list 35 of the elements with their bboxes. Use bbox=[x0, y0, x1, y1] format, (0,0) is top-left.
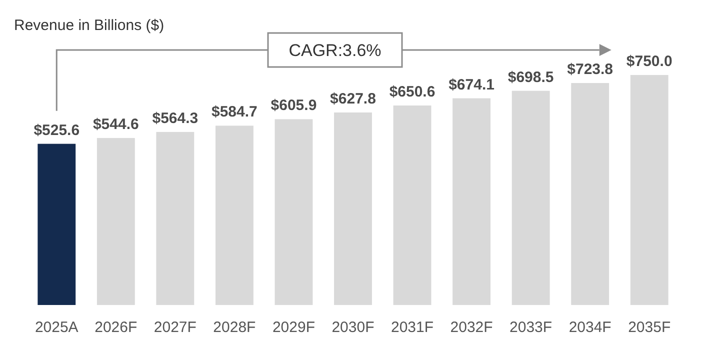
data-label: $584.7 bbox=[212, 104, 258, 121]
bar bbox=[334, 112, 372, 305]
data-label: $723.8 bbox=[567, 61, 614, 78]
bar bbox=[630, 75, 668, 305]
data-label: $698.5 bbox=[508, 68, 554, 86]
bar bbox=[96, 138, 135, 305]
data-label: $674.1 bbox=[448, 76, 494, 94]
bar bbox=[512, 90, 550, 305]
data-label: $627.8 bbox=[330, 90, 376, 108]
data-label: $750.0 bbox=[626, 53, 672, 70]
bar bbox=[38, 144, 76, 305]
data-label: $544.6 bbox=[92, 116, 139, 133]
text: CAGR:3.6% bbox=[288, 40, 382, 60]
x-tick-label: 2025A bbox=[34, 319, 78, 336]
x-tick-label: 2034F bbox=[568, 319, 612, 336]
bar bbox=[215, 126, 254, 305]
x-tick-label: 2028F bbox=[213, 319, 256, 336]
x-tick-label: 2031F bbox=[391, 319, 434, 336]
x-tick-label: 2030F bbox=[332, 319, 374, 336]
data-label: $605.9 bbox=[270, 97, 317, 114]
bar bbox=[274, 119, 313, 305]
bar bbox=[156, 132, 194, 305]
data-label: $564.3 bbox=[152, 110, 198, 127]
x-tick-label: 2035F bbox=[628, 319, 671, 336]
x-tick-label: 2033F bbox=[510, 319, 552, 336]
x-tick-label: 2029F bbox=[272, 319, 315, 336]
text: Revenue in Billions ($) bbox=[14, 17, 164, 34]
data-label: $650.6 bbox=[389, 83, 436, 100]
bar bbox=[571, 83, 610, 305]
x-tick-label: 2026F bbox=[94, 319, 138, 336]
x-tick-label: 2027F bbox=[154, 319, 196, 336]
x-tick-label: 2032F bbox=[450, 319, 493, 336]
data-label: $525.6 bbox=[34, 122, 80, 139]
bar bbox=[393, 105, 432, 305]
bar bbox=[452, 98, 491, 305]
